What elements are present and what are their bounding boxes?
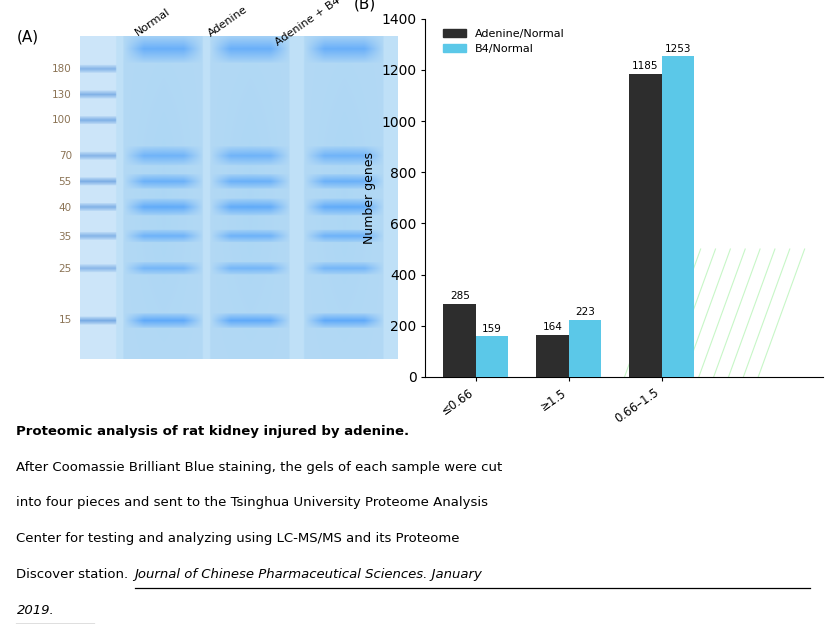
Text: Journal of Chinese Pharmaceutical Sciences. January: Journal of Chinese Pharmaceutical Scienc… xyxy=(135,568,483,581)
Text: Normal: Normal xyxy=(133,6,172,37)
Bar xyxy=(444,304,476,377)
Bar xyxy=(536,335,569,377)
Text: (A): (A) xyxy=(17,29,38,44)
Bar xyxy=(661,56,694,377)
Text: 1185: 1185 xyxy=(632,61,659,71)
Bar xyxy=(629,74,661,377)
Text: 70: 70 xyxy=(59,151,71,161)
Text: 25: 25 xyxy=(59,264,71,274)
Text: 1253: 1253 xyxy=(665,44,691,54)
Text: 223: 223 xyxy=(575,308,595,318)
Text: 35: 35 xyxy=(59,232,71,241)
Text: 164: 164 xyxy=(543,323,563,333)
Text: 159: 159 xyxy=(482,324,502,334)
Text: (B): (B) xyxy=(354,0,376,12)
Text: 130: 130 xyxy=(52,90,71,100)
Text: 2019.: 2019. xyxy=(17,604,54,617)
Text: 15: 15 xyxy=(59,315,71,325)
Text: 40: 40 xyxy=(59,203,71,213)
Legend: Adenine/Normal, B4/Normal: Adenine/Normal, B4/Normal xyxy=(439,24,568,59)
Text: 55: 55 xyxy=(59,177,71,187)
Text: 100: 100 xyxy=(52,115,71,125)
Text: into four pieces and sent to the Tsinghua University Proteome Analysis: into four pieces and sent to the Tsinghu… xyxy=(17,496,489,509)
Bar xyxy=(476,336,509,377)
Y-axis label: Number genes: Number genes xyxy=(362,152,376,244)
Text: Adenine + B4: Adenine + B4 xyxy=(273,0,342,48)
Text: 285: 285 xyxy=(450,291,470,301)
Text: Proteomic analysis of rat kidney injured by adenine.: Proteomic analysis of rat kidney injured… xyxy=(17,425,410,437)
Text: 180: 180 xyxy=(52,64,71,74)
Text: Center for testing and analyzing using LC-MS/MS and its Proteome: Center for testing and analyzing using L… xyxy=(17,532,460,545)
Text: After Coomassie Brilliant Blue staining, the gels of each sample were cut: After Coomassie Brilliant Blue staining,… xyxy=(17,461,503,474)
Text: Discover station.: Discover station. xyxy=(17,568,133,581)
Bar xyxy=(569,320,602,377)
Text: Adenine: Adenine xyxy=(206,4,249,39)
